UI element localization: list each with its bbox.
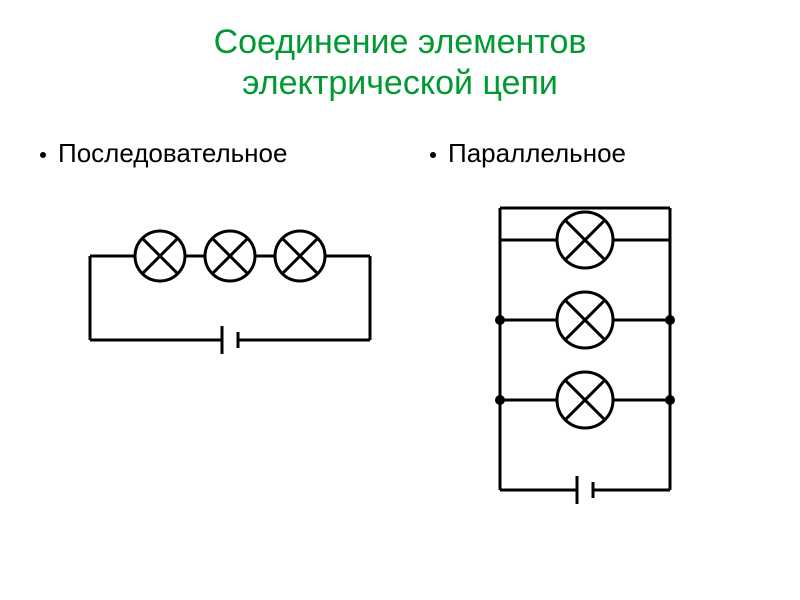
series-circuit-diagram: [50, 210, 390, 380]
right-label-text: Параллельное: [448, 138, 626, 168]
bullet-left: [40, 152, 46, 158]
right-label: Параллельное: [448, 138, 748, 169]
slide-title: Соединение элементов электрической цепи: [0, 22, 800, 104]
slide-canvas: Соединение элементов электрической цепи …: [0, 0, 800, 600]
title-line-2: электрической цепи: [242, 64, 558, 102]
left-label-text: Последовательное: [58, 138, 287, 168]
bullet-right: [430, 152, 436, 158]
title-line-1: Соединение элементов: [214, 23, 587, 61]
left-label: Последовательное: [58, 138, 358, 169]
parallel-circuit-diagram: [470, 190, 730, 550]
